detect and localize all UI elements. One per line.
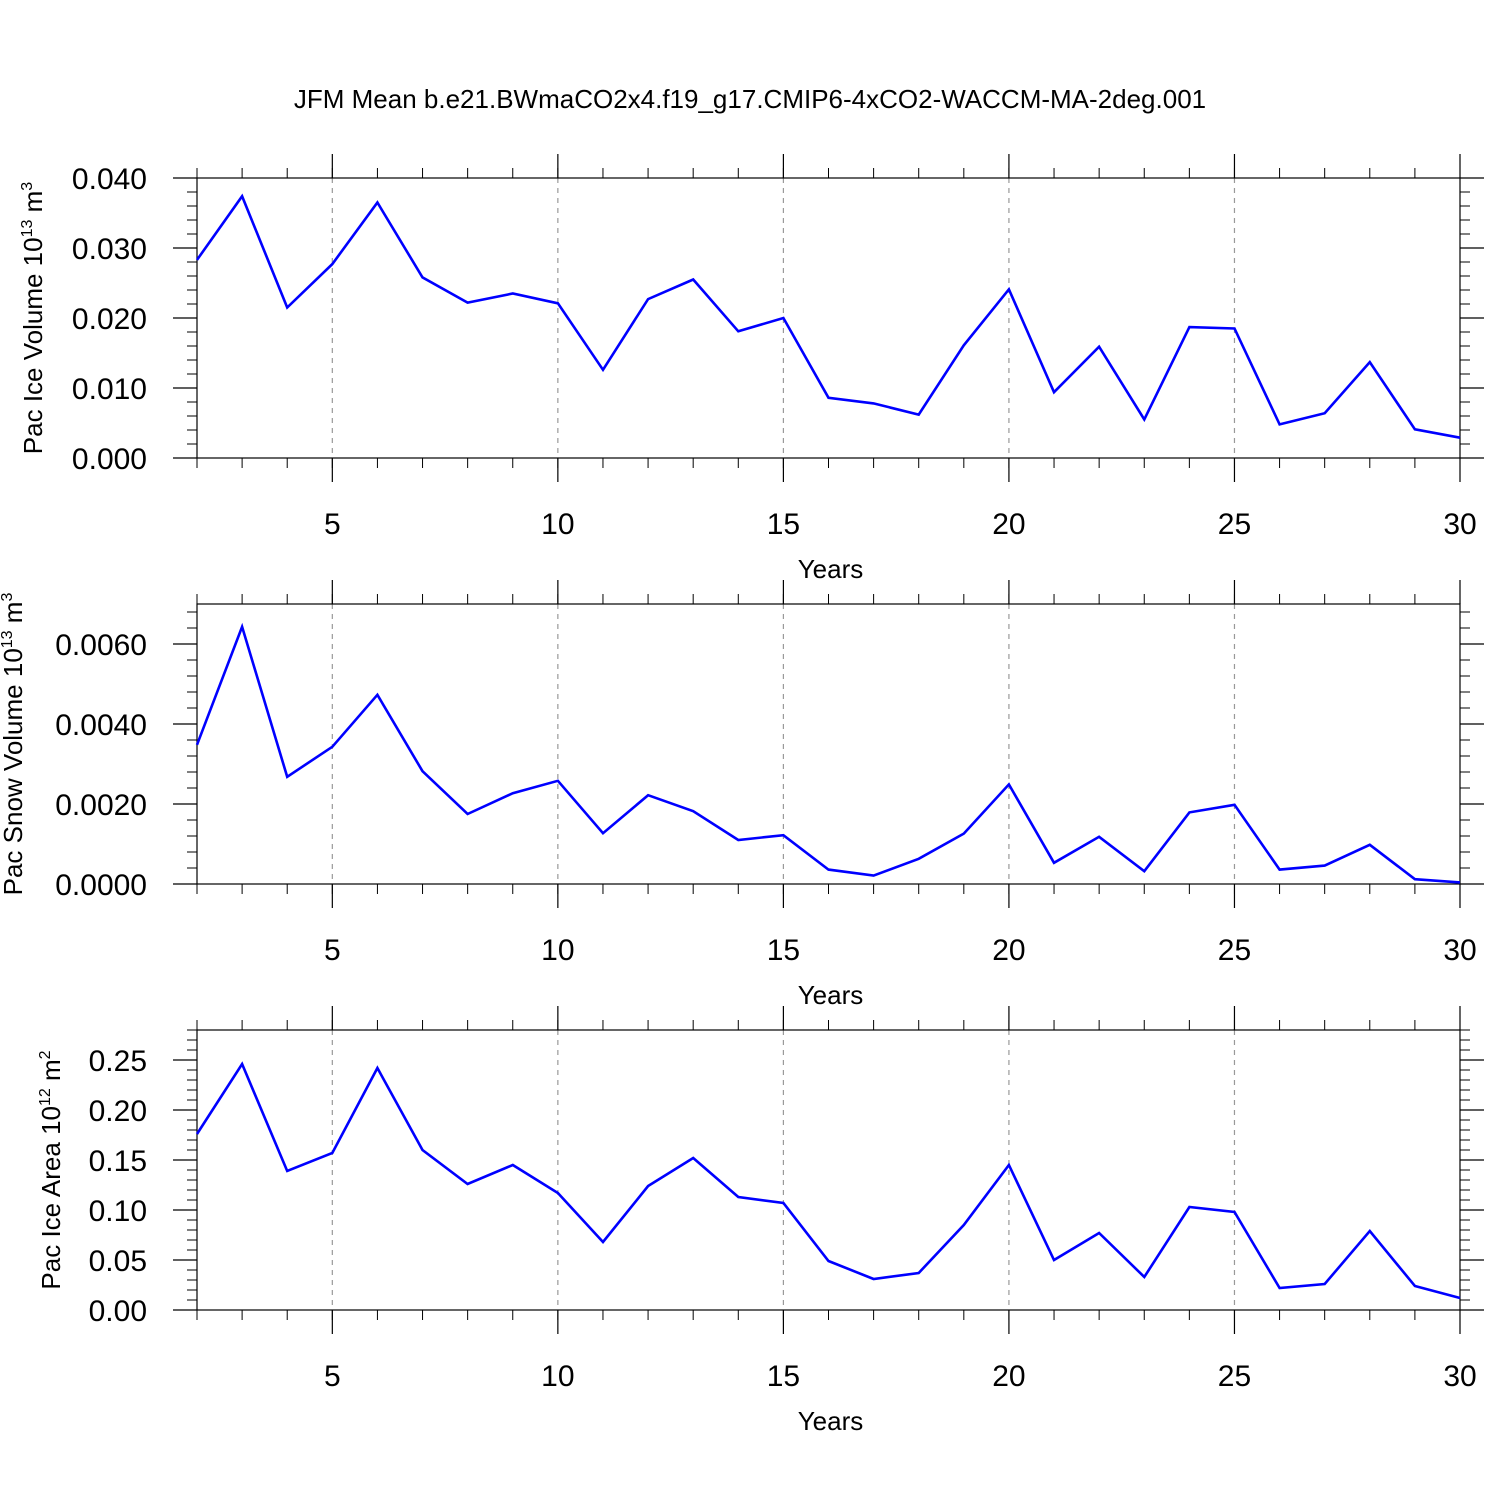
x-tick-label: 10 bbox=[541, 934, 574, 967]
x-tick-label: 20 bbox=[992, 934, 1025, 967]
y-tick-label: 0.020 bbox=[72, 303, 147, 336]
page-title: JFM Mean b.e21.BWmaCO2x4.f19_g17.CMIP6-4… bbox=[293, 84, 1207, 114]
series-line bbox=[195, 1061, 1461, 1300]
x-tick-label: 15 bbox=[767, 1360, 800, 1393]
x-tick-label: 5 bbox=[324, 934, 341, 967]
x-tick-label: 15 bbox=[767, 934, 800, 967]
y-axis-title-superscript: 3 bbox=[19, 182, 36, 191]
x-tick-label: 5 bbox=[324, 508, 341, 541]
y-tick-label: 0.000 bbox=[72, 443, 147, 476]
y-axis-title: Pac Snow Volume 1013 m3 bbox=[0, 593, 28, 896]
y-tick-label: 0.0040 bbox=[55, 709, 147, 742]
y-tick-label: 0.040 bbox=[72, 163, 147, 196]
y-axis-title-superscript: 12 bbox=[37, 1088, 54, 1106]
series-line bbox=[195, 622, 1461, 884]
y-tick-label: 0.25 bbox=[89, 1045, 147, 1078]
y-tick-label: 0.030 bbox=[72, 233, 147, 266]
y-axis-title-superscript: 13 bbox=[0, 630, 16, 648]
plot-frame bbox=[196, 1029, 1461, 1311]
x-tick-label: 30 bbox=[1443, 508, 1476, 541]
y-axis-title-part: Pac Snow Volume 10 bbox=[0, 648, 28, 895]
y-axis-title: Pac Ice Volume 1013 m3 bbox=[18, 182, 48, 455]
x-axis-title: Years bbox=[798, 554, 864, 584]
y-axis-title-part: m bbox=[0, 602, 28, 631]
y-tick-label: 0.010 bbox=[72, 373, 147, 406]
y-axis-title-part: m bbox=[36, 1059, 66, 1088]
y-tick-label: 0.15 bbox=[89, 1145, 147, 1178]
y-axis-title-superscript: 13 bbox=[19, 219, 36, 237]
x-tick-label: 5 bbox=[324, 1360, 341, 1393]
x-tick-label: 10 bbox=[541, 1360, 574, 1393]
x-axis-title: Years bbox=[798, 1406, 864, 1436]
x-tick-label: 10 bbox=[541, 508, 574, 541]
y-tick-label: 0.10 bbox=[89, 1195, 147, 1228]
y-axis-title-superscript: 3 bbox=[0, 593, 16, 602]
y-tick-label: 0.05 bbox=[89, 1245, 147, 1278]
x-tick-label: 25 bbox=[1218, 1360, 1251, 1393]
x-tick-label: 20 bbox=[992, 508, 1025, 541]
series-line bbox=[195, 193, 1461, 439]
x-axis-title: Years bbox=[798, 980, 864, 1010]
y-tick-label: 0.0060 bbox=[55, 629, 147, 662]
y-axis-title-superscript: 2 bbox=[37, 1050, 54, 1059]
y-tick-label: 0.0000 bbox=[55, 869, 147, 902]
y-tick-label: 0.00 bbox=[89, 1295, 147, 1328]
y-axis-title: Pac Ice Area 1012 m2 bbox=[36, 1050, 66, 1289]
plot-frame bbox=[196, 603, 1461, 885]
x-tick-label: 30 bbox=[1443, 934, 1476, 967]
x-tick-label: 25 bbox=[1218, 508, 1251, 541]
chart-panel-2: 5 10 15 20 25 30 0.0000 0.0020 0.0040 0.0060 Years… bbox=[0, 580, 1484, 1010]
x-tick-label: 15 bbox=[767, 508, 800, 541]
chart-panel-3: 5 10 15 20 25 30 0.00 0.05 0.10 0.15 0.20 0.25 Years… bbox=[36, 1006, 1484, 1436]
chart-panel-1: 5 10 15 20 25 30 0.000 0.010 0.020 0.030 0.040 Year… bbox=[18, 154, 1484, 584]
y-axis-title-part: Pac Ice Volume 10 bbox=[18, 237, 48, 454]
y-axis-title-part: m bbox=[18, 191, 48, 220]
x-tick-label: 20 bbox=[992, 1360, 1025, 1393]
x-tick-label: 30 bbox=[1443, 1360, 1476, 1393]
y-tick-label: 0.20 bbox=[89, 1095, 147, 1128]
y-tick-label: 0.0020 bbox=[55, 789, 147, 822]
y-axis-title-part: Pac Ice Area 10 bbox=[36, 1106, 66, 1290]
x-tick-label: 25 bbox=[1218, 934, 1251, 967]
